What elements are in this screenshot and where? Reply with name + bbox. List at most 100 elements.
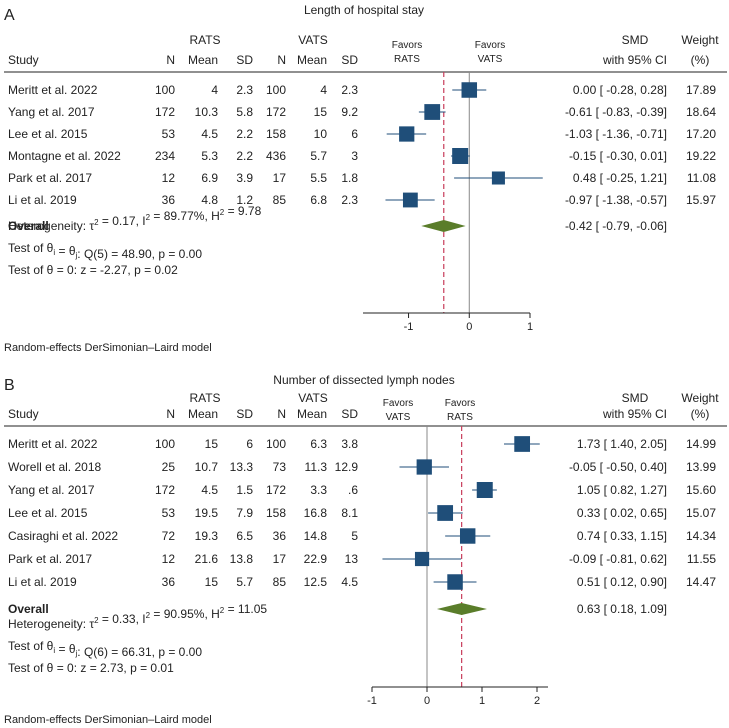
panel-a-sd2-5: 2.3 <box>341 193 358 207</box>
panel-a-marker-4 <box>491 171 505 185</box>
panel-a-mean1-3: 5.3 <box>201 149 218 163</box>
panel-b-n2-4: 36 <box>273 529 287 543</box>
panel-b-col-mean2: Mean <box>297 407 327 421</box>
panel-a-sd2-3: 3 <box>351 149 358 163</box>
panel-a-n1-2: 53 <box>162 127 176 141</box>
panel-a-weight-2: 17.20 <box>686 127 716 141</box>
panel-a-marker-3 <box>452 148 469 164</box>
panel-b-weight-2: 15.60 <box>686 483 716 497</box>
panel-a-sd1-0: 2.3 <box>236 83 253 97</box>
panel-b-overall-diamond <box>436 603 487 615</box>
panel-a-sd1-3: 2.2 <box>236 149 253 163</box>
panel-b-n1-1: 25 <box>162 460 176 474</box>
panel-a-marker-1 <box>424 104 441 120</box>
panel-a-col-weight-pct: (%) <box>691 53 710 67</box>
panel-a-col-sd1: SD <box>236 53 253 67</box>
panel-b-sd1-5: 13.8 <box>230 552 254 566</box>
panel-b-ci-text-5: -0.09 [ -0.81, 0.62] <box>569 552 667 566</box>
panel-b-q-test-stats: Test of θi = θj: Q(6) = 66.31, p = 0.00 <box>8 639 202 659</box>
panel-a-mean1-1: 10.3 <box>195 105 219 119</box>
panel-a-weight-0: 17.89 <box>686 83 716 97</box>
panel-a-mean2-2: 10 <box>314 127 328 141</box>
panel-b-sd2-1: 12.9 <box>335 460 359 474</box>
panel-a-n1-4: 12 <box>162 171 176 185</box>
panel-b-n1-3: 53 <box>162 506 176 520</box>
panel-b-col-weight-pct: (%) <box>691 407 710 421</box>
panel-a-n2-5: 85 <box>273 193 287 207</box>
panel-b-mean1-0: 15 <box>205 437 219 451</box>
panel-b-mean1-1: 10.7 <box>195 460 219 474</box>
panel-a-model-note: Random-effects DerSimonian–Laird model <box>4 342 212 354</box>
panel-b-marker-5 <box>414 551 430 567</box>
panel-a-study-name-5: Li et al. 2019 <box>8 193 77 207</box>
panel-a-x-tick-label-2: 1 <box>527 321 533 333</box>
panel-b-n2-3: 158 <box>266 506 286 520</box>
panel-b-sd2-6: 4.5 <box>341 575 358 589</box>
panel-b-col-n2: N <box>277 407 286 421</box>
panel-a-ci-text-5: -0.97 [ -1.38, -0.57] <box>565 193 667 207</box>
panel-a-favors-left-word: Favors <box>392 40 423 51</box>
panel-b-mean1-2: 4.5 <box>201 483 218 497</box>
panel-b-mean1-5: 21.6 <box>195 552 219 566</box>
panel-a-col-n1: N <box>166 53 175 67</box>
panel-b-mean1-3: 19.5 <box>195 506 219 520</box>
panel-b-sd1-1: 13.3 <box>230 460 254 474</box>
panel-b-col-sd1: SD <box>236 407 253 421</box>
panel-b-study-name-1: Worell et al. 2018 <box>8 460 101 474</box>
panel-b-ci-text-3: 0.33 [ 0.02, 0.65] <box>577 506 667 520</box>
panel-b-sd1-0: 6 <box>246 437 253 451</box>
panel-a-favors-right-word: Favors <box>475 40 506 51</box>
panel-a-letter: A <box>4 7 15 24</box>
panel-a-group-vats-label: VATS <box>298 33 328 47</box>
panel-b-n2-2: 172 <box>266 483 286 497</box>
panel-b-z-test-stats: Test of θ = 0: z = 2.73, p = 0.01 <box>8 661 174 675</box>
panel-a-n1-1: 172 <box>155 105 175 119</box>
panel-a-col-sd2: SD <box>341 53 358 67</box>
panel-b-x-tick-label-2: 1 <box>479 695 485 707</box>
panel-b-sd1-3: 7.9 <box>236 506 253 520</box>
panel-a-ci-text-1: -0.61 [ -0.83, -0.39] <box>565 105 667 119</box>
panel-a-sd1-5: 1.2 <box>236 193 253 207</box>
panel-a-col-mean1: Mean <box>188 53 218 67</box>
panel-b-sd1-4: 6.5 <box>236 529 253 543</box>
panel-a-col-n2: N <box>277 53 286 67</box>
panel-a-n1-5: 36 <box>162 193 176 207</box>
panel-b-marker-4 <box>459 528 476 544</box>
panel-a-mean1-2: 4.5 <box>201 127 218 141</box>
panel-b-ci-text-4: 0.74 [ 0.33, 1.15] <box>577 529 667 543</box>
panel-b-mean2-1: 11.3 <box>305 460 328 474</box>
panel-b-sd2-0: 3.8 <box>341 437 358 451</box>
panel-a-marker-0 <box>461 82 478 98</box>
panel-a-mean2-5: 6.8 <box>310 193 327 207</box>
panel-b-weight-0: 14.99 <box>686 437 716 451</box>
panel-a-n2-3: 436 <box>266 149 286 163</box>
panel-a-mean1-4: 6.9 <box>201 171 218 185</box>
panel-a-study-name-2: Lee et al. 2015 <box>8 127 88 141</box>
panel-a-x-tick-label-0: -1 <box>404 321 414 333</box>
panel-a-study-name-3: Montagne et al. 2022 <box>8 149 121 163</box>
panel-a-n2-2: 158 <box>266 127 286 141</box>
panel-a-mean2-4: 5.5 <box>310 171 327 185</box>
panel-a-col-mean2: Mean <box>297 53 327 67</box>
panel-a-sd2-4: 1.8 <box>341 171 358 185</box>
panel-b-ci-text-2: 1.05 [ 0.82, 1.27] <box>577 483 667 497</box>
panel-a-weight-5: 15.97 <box>686 193 716 207</box>
panel-a-smd-header: SMD <box>622 33 649 47</box>
panel-a-sd1-4: 3.9 <box>236 171 253 185</box>
panel-b-weight-header: Weight <box>681 391 719 405</box>
panel-a-weight-3: 19.22 <box>686 149 716 163</box>
panel-b-heterogeneity-stats: Heterogeneity: τ2 = 0.33, I2 = 90.95%, H… <box>8 602 267 631</box>
panel-a-weight-header: Weight <box>681 33 719 47</box>
panel-b-ci-text-6: 0.51 [ 0.12, 0.90] <box>577 575 667 589</box>
panel-b-marker-1 <box>416 459 432 475</box>
panel-b-sd2-2: .6 <box>348 483 358 497</box>
panel-b-marker-0 <box>514 436 531 452</box>
panel-b-n1-4: 72 <box>162 529 176 543</box>
panel-b-marker-6 <box>447 574 463 590</box>
panel-b-favors-right-word: Favors <box>445 398 476 409</box>
panel-a-overall-ci-text: -0.42 [ -0.79, -0.06] <box>565 219 667 233</box>
panel-b-title: Number of dissected lymph nodes <box>273 373 454 387</box>
panel-a-z-test-stats: Test of θ = 0: z = -2.27, p = 0.02 <box>8 263 178 277</box>
panel-b-n1-6: 36 <box>162 575 176 589</box>
